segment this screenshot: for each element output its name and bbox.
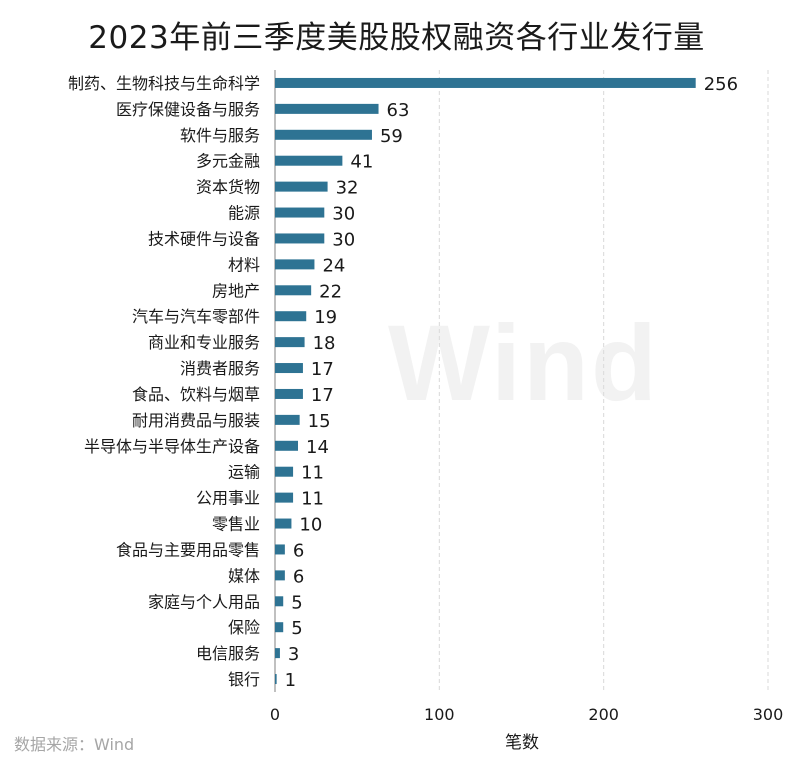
source-note: 数据来源：Wind [14,735,135,754]
category-label: 电信服务 [196,644,260,663]
bar [275,466,294,477]
category-label: 房地产 [212,281,260,300]
bar [275,596,284,607]
category-label: 公用事业 [196,489,260,508]
bar [275,103,379,114]
category-label: 半导体与半导体生产设备 [84,437,260,456]
bars [275,77,696,685]
value-label: 10 [299,515,322,536]
category-label: 家庭与个人用品 [148,592,260,611]
bar [275,544,285,555]
category-label: 技术硬件与设备 [148,229,260,248]
category-label: 材料 [228,255,260,274]
category-label: 能源 [228,204,260,223]
category-label: 耐用消费品与服装 [132,411,260,430]
bar [275,440,299,451]
bar [275,77,696,88]
category-label: 资本货物 [196,178,260,197]
value-label: 18 [313,333,336,354]
bar [275,492,294,503]
category-label: 银行 [228,670,260,689]
value-label: 17 [311,359,334,380]
category-label: 消费者服务 [180,359,260,378]
bar [275,363,303,374]
category-label: 医疗保健设备与服务 [116,100,260,119]
category-label: 零售业 [212,515,260,534]
bar [275,129,372,140]
value-label: 30 [332,204,355,225]
value-label: 17 [311,385,334,406]
value-label: 6 [293,566,304,587]
x-tick-labels: 0 100 200 300 [270,705,783,724]
bar [275,311,307,322]
bar [275,518,292,529]
value-label: 63 [387,100,410,121]
category-label: 媒体 [228,566,260,585]
watermark-logo: Wind [388,302,659,423]
category-label: 多元金融 [196,152,260,171]
gridlines [274,70,769,692]
value-label: 32 [336,178,359,199]
value-label: 11 [301,463,324,484]
category-label: 运输 [228,463,260,482]
category-label: 汽车与汽车零部件 [132,307,260,326]
value-label: 22 [319,281,342,302]
value-label: 59 [380,126,403,147]
category-label: 保险 [228,618,260,637]
value-label: 1 [285,670,296,691]
value-label: 256 [704,74,738,95]
value-label: 30 [332,229,355,250]
value-label: 15 [308,411,331,432]
bar [275,388,303,399]
value-label: 5 [291,618,302,639]
value-label: 6 [293,540,304,561]
value-label: 3 [288,644,299,665]
bar [275,648,280,659]
value-label: 24 [322,255,345,276]
category-label: 食品、饮料与烟草 [132,385,260,404]
category-label: 商业和专业服务 [148,333,260,352]
bar [275,414,300,425]
bar [275,570,285,581]
x-axis-label: 笔数 [505,733,539,753]
value-label: 19 [314,307,337,328]
value-label: 14 [306,437,329,458]
bar [275,622,284,633]
x-tick-label: 300 [753,705,784,724]
bar [275,155,343,166]
bar [275,207,325,218]
category-label: 食品与主要用品零售 [116,540,260,559]
value-labels: 2566359413230302422191817171514111110665… [285,74,738,691]
bar [275,674,277,685]
chart-title: 2023年前三季度美股股权融资各行业发行量 [88,20,705,56]
bar [275,233,325,244]
category-label: 制药、生物科技与生命科学 [68,74,260,93]
x-tick-label: 200 [588,705,619,724]
value-label: 41 [350,152,373,173]
bar [275,181,328,192]
x-tick-label: 100 [424,705,455,724]
bar [275,285,312,296]
category-label: 软件与服务 [180,126,260,145]
bar [275,337,305,348]
category-labels: 制药、生物科技与生命科学医疗保健设备与服务软件与服务多元金融资本货物能源技术硬件… [68,74,260,689]
bar [275,259,315,270]
value-label: 11 [301,489,324,510]
value-label: 5 [291,592,302,613]
x-tick-label: 0 [270,705,280,724]
